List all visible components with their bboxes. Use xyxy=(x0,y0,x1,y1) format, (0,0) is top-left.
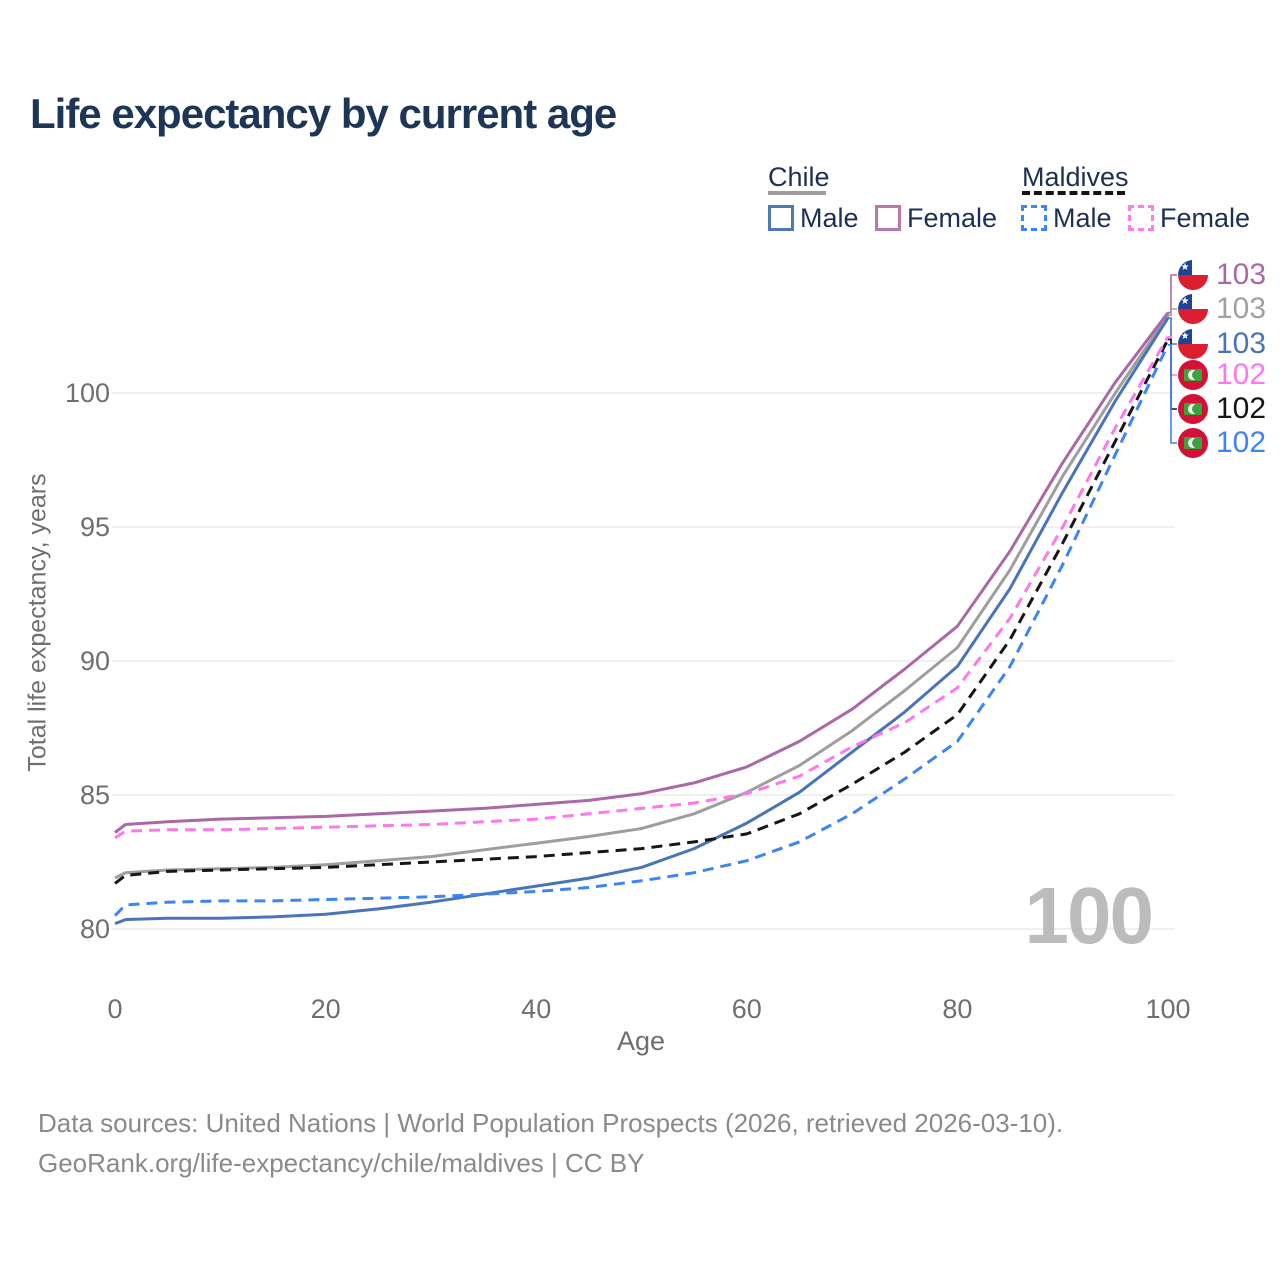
end-label-connector xyxy=(1168,344,1177,444)
checkbox-maldives-female[interactable] xyxy=(1128,205,1154,231)
legend-label-maldives-female: Female xyxy=(1160,203,1251,233)
y-tick-label: 80 xyxy=(80,914,110,944)
legend-chile-line-swatch xyxy=(768,191,826,195)
series-line-maldives-male[interactable] xyxy=(113,344,1170,917)
end-label-row: ★ 103 xyxy=(1178,294,1266,324)
x-tick-label: 40 xyxy=(521,994,551,1024)
attribution-note: GeoRank.org/life-expectancy/chile/maldiv… xyxy=(38,1148,645,1178)
checkbox-chile-female[interactable] xyxy=(875,205,901,231)
legend-group-maldives-label: Maldives xyxy=(1022,162,1129,192)
maldives-flag-icon xyxy=(1178,360,1208,390)
checkbox-maldives-male[interactable] xyxy=(1021,205,1047,231)
series-line-chile-male[interactable] xyxy=(114,317,1170,926)
chile-flag-icon: ★ xyxy=(1178,260,1208,290)
chile-flag-icon: ★ xyxy=(1178,329,1208,359)
end-label-connector xyxy=(1168,308,1177,317)
data-sources-note: Data sources: United Nations | World Pop… xyxy=(38,1108,1064,1138)
maldives-flag-icon xyxy=(1178,394,1208,424)
age-watermark: 100 xyxy=(1024,871,1154,960)
end-label-connector xyxy=(1168,335,1177,376)
legend-label-chile-male: Male xyxy=(800,203,859,233)
x-axis-title: Age xyxy=(616,1026,666,1056)
x-tick-label: 0 xyxy=(107,994,122,1024)
checkbox-chile-male[interactable] xyxy=(768,205,794,231)
page-title: Life expectancy by current age xyxy=(30,90,617,137)
x-tick-label: 60 xyxy=(732,994,762,1024)
end-value: 102 xyxy=(1216,358,1267,391)
x-tick-label: 80 xyxy=(942,994,972,1024)
end-label-row: 102 xyxy=(1178,428,1266,458)
end-label-row: ★ 103 xyxy=(1178,260,1266,290)
legend-label-maldives-male: Male xyxy=(1053,203,1112,233)
series-line-chile-female[interactable] xyxy=(114,311,1170,834)
end-value: 103 xyxy=(1216,258,1267,291)
end-value: 102 xyxy=(1216,392,1267,425)
chile-flag-star: ★ xyxy=(1178,260,1192,275)
legend-maldives-line-swatch xyxy=(1022,191,1125,195)
y-tick-label: 85 xyxy=(80,780,110,810)
end-label-row: 102 xyxy=(1178,360,1266,390)
legend-label-chile-female: Female xyxy=(907,203,998,233)
end-value: 103 xyxy=(1216,292,1267,325)
maldives-flag-icon xyxy=(1178,428,1208,458)
end-label-connector xyxy=(1168,274,1177,314)
end-value: 103 xyxy=(1216,327,1267,360)
chile-flag-icon: ★ xyxy=(1178,294,1208,324)
chile-flag-star: ★ xyxy=(1178,294,1192,309)
y-tick-label: 100 xyxy=(65,378,110,408)
end-label-row: ★ 103 xyxy=(1178,329,1266,359)
series-line-maldives-both-sexes[interactable] xyxy=(114,338,1170,885)
end-value: 102 xyxy=(1216,426,1267,459)
chile-flag-star: ★ xyxy=(1178,329,1192,344)
legend-group-chile-label: Chile xyxy=(768,162,830,192)
end-label-row: 102 xyxy=(1178,394,1266,424)
x-tick-label: 20 xyxy=(311,994,341,1024)
y-tick-label: 90 xyxy=(80,646,110,676)
end-label-connector xyxy=(1168,317,1177,345)
y-tick-label: 95 xyxy=(80,512,110,542)
x-tick-label: 100 xyxy=(1145,994,1190,1024)
series-line-maldives-female[interactable] xyxy=(114,335,1170,840)
